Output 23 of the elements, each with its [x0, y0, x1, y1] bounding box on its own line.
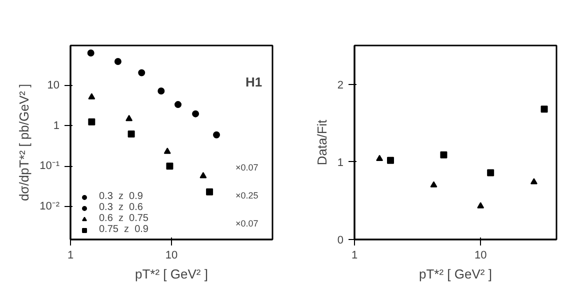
legend-label: 0.3 z 0.9 — [99, 191, 143, 202]
x-axis-title: pT*² [ GeV² ] — [419, 266, 492, 282]
annotation: H1 — [246, 74, 262, 90]
x-tick-label: 10 — [165, 250, 178, 262]
legend-label: 0.3 z 0.6 — [99, 202, 143, 213]
annotation: ×0.07 — [236, 162, 258, 172]
y-tick-label: 0 — [337, 234, 344, 246]
legend-label: 0.75 z 0.9 — [99, 224, 148, 235]
y-tick-label: 10⁻¹ — [40, 160, 60, 172]
x-tick-label: 1 — [67, 250, 74, 262]
y-tick-label: 10⁻² — [40, 200, 60, 212]
y-tick-label: 2 — [337, 79, 344, 92]
y-tick-label: 10 — [47, 80, 60, 92]
y-tick-label: 1 — [53, 120, 60, 132]
annotation: ×0.25 — [236, 190, 258, 200]
legend-label: 0.6 z 0.75 — [99, 213, 148, 224]
y-axis-title: Data/Fit — [314, 119, 330, 166]
x-tick-label: 1 — [351, 250, 358, 262]
y-tick-label: 1 — [337, 156, 344, 169]
y-axis-title: dσ/dpT*² [ pb/GeV² ] — [16, 84, 32, 202]
x-tick-label: 10 — [474, 250, 487, 262]
annotation: ×0.07 — [236, 218, 258, 228]
x-axis-title: pT*² [ GeV² ] — [135, 266, 208, 282]
